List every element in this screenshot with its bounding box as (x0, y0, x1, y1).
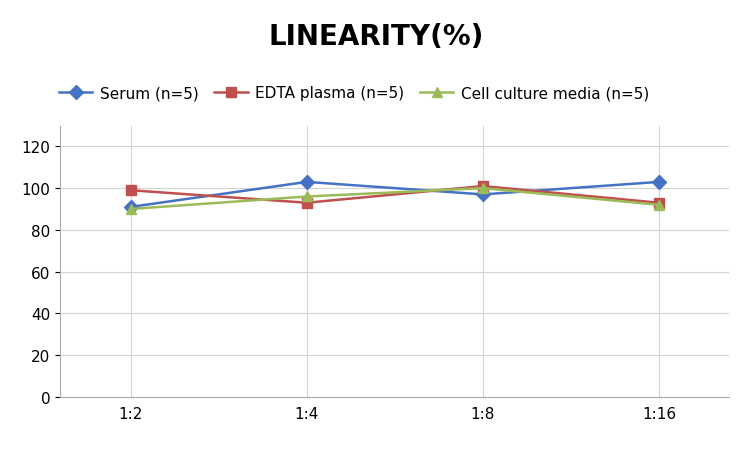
EDTA plasma (n=5) (478, 184, 487, 189)
Serum (n=5) (654, 180, 663, 185)
Cell culture media (n=5) (302, 194, 311, 200)
EDTA plasma (n=5) (654, 201, 663, 206)
EDTA plasma (n=5) (302, 201, 311, 206)
Serum (n=5) (302, 180, 311, 185)
Line: EDTA plasma (n=5): EDTA plasma (n=5) (126, 182, 664, 208)
Text: LINEARITY(%): LINEARITY(%) (268, 23, 484, 51)
EDTA plasma (n=5) (126, 188, 135, 193)
Line: Cell culture media (n=5): Cell culture media (n=5) (126, 184, 664, 214)
Cell culture media (n=5) (126, 207, 135, 212)
Serum (n=5) (478, 192, 487, 198)
Serum (n=5) (126, 205, 135, 210)
Line: Serum (n=5): Serum (n=5) (126, 178, 664, 212)
Cell culture media (n=5) (478, 186, 487, 191)
Legend: Serum (n=5), EDTA plasma (n=5), Cell culture media (n=5): Serum (n=5), EDTA plasma (n=5), Cell cul… (53, 80, 656, 107)
Cell culture media (n=5) (654, 202, 663, 208)
